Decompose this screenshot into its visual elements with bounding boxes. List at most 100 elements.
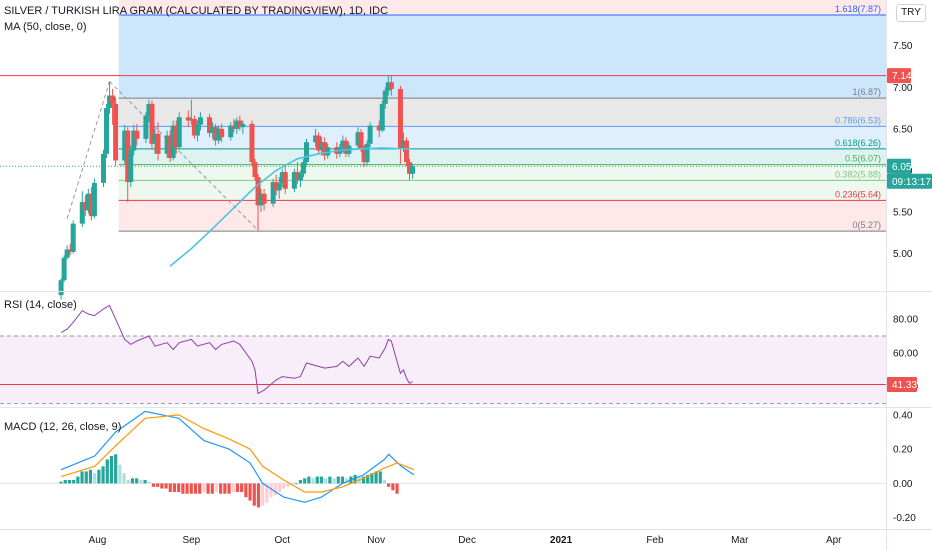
rsi-legend[interactable]: RSI (14, close) xyxy=(4,299,77,311)
macd-histogram-bar-77 xyxy=(382,480,387,484)
rsi-value-tag-bg xyxy=(887,376,917,392)
candle-body xyxy=(170,125,176,158)
candle-body xyxy=(104,108,110,154)
price-tags: 7.14 6.05 09:13:17 41.33 xyxy=(887,68,932,392)
candle-body xyxy=(131,130,137,151)
candle-body xyxy=(125,130,131,183)
ma-legend[interactable]: MA (50, close, 0) xyxy=(4,21,87,33)
macd-histogram-bar-12 xyxy=(109,456,114,484)
fib-zone-2 xyxy=(118,126,886,149)
macd-histogram-bar-5 xyxy=(80,471,84,484)
candle-2020-08-13 xyxy=(131,124,137,156)
trend-line-1 xyxy=(109,81,259,231)
candle-body xyxy=(343,140,349,154)
ma-line[interactable] xyxy=(169,147,413,267)
candle-body xyxy=(61,257,67,281)
macd-histogram-bar-70 xyxy=(353,474,357,484)
macd-histogram-bar-74 xyxy=(370,473,374,484)
candle-2020-08-21 xyxy=(155,122,161,161)
candle-2020-08-28 xyxy=(176,112,182,150)
candle-2020-10-13 xyxy=(316,132,322,154)
macd-histogram-bar-7 xyxy=(88,469,93,484)
candle-2020-08-11 xyxy=(125,127,131,203)
macd-histogram-bar-36 xyxy=(210,483,214,494)
macd-histogram-bar-30 xyxy=(185,483,189,494)
candle-2020-10-01 xyxy=(279,168,285,188)
macd-histogram-bar-9 xyxy=(97,469,101,484)
macd-histogram-bar-10 xyxy=(101,466,105,484)
candle-body xyxy=(152,133,158,144)
currency-button[interactable]: TRY xyxy=(896,4,926,22)
candle-body xyxy=(64,249,70,258)
macd-histogram-bar-14 xyxy=(118,464,122,484)
trend-lines[interactable] xyxy=(66,81,259,231)
macd-histogram-bar-60 xyxy=(311,478,315,484)
candle-body xyxy=(210,127,216,134)
candle-body xyxy=(367,125,373,144)
candle-body xyxy=(228,125,234,138)
macd-histogram-bar-35 xyxy=(206,483,210,494)
macd-histogram-bar-76 xyxy=(378,471,382,484)
candle-2020-10-08 xyxy=(300,158,306,178)
macd-histogram-bar-13 xyxy=(114,454,118,484)
candle-body xyxy=(67,249,73,252)
macd-histogram-bar-28 xyxy=(177,483,181,492)
candle-2020-07-29 xyxy=(85,188,91,214)
macd-histogram-bar-39 xyxy=(223,483,227,494)
macd-histogram-bar-58 xyxy=(303,478,307,484)
candle-2020-09-18 xyxy=(240,120,246,134)
macd-histogram-bar-67 xyxy=(340,476,345,484)
candle-2020-09-24 xyxy=(258,188,264,213)
macd-histogram-bar-65 xyxy=(332,478,336,484)
candle-body xyxy=(234,120,240,129)
candle-2020-11-09 xyxy=(397,85,403,164)
candle-body xyxy=(379,103,385,131)
candle-body xyxy=(191,118,197,136)
time-axis-tick-label: Apr xyxy=(826,535,842,546)
candle-2020-09-04 xyxy=(197,112,203,131)
candle-body xyxy=(282,172,288,189)
macd-pane[interactable] xyxy=(0,410,886,508)
rsi-pane[interactable] xyxy=(0,304,886,405)
candle-2020-10-09 xyxy=(304,138,309,166)
macd-histogram-bar-56 xyxy=(294,483,298,485)
macd-histogram-bar-72 xyxy=(361,476,366,484)
macd-histogram-bar-48 xyxy=(261,483,265,506)
candle-body xyxy=(185,117,191,121)
candle-body xyxy=(188,118,194,121)
macd-histogram-bar-62 xyxy=(319,476,324,484)
candle-2020-07-20 xyxy=(58,278,64,300)
candle-2020-08-10 xyxy=(122,124,128,164)
macd-histogram-bar-78 xyxy=(387,483,391,487)
macd-histogram-bar-43 xyxy=(240,483,244,492)
fib-zone-0 xyxy=(118,14,886,99)
macd-axis-tick-label: -0.20 xyxy=(893,513,916,524)
macd-line-path xyxy=(60,410,415,503)
candle-2020-09-30 xyxy=(276,177,282,199)
candle-body xyxy=(291,172,297,189)
macd-legend[interactable]: MACD (12, 26, close, 9) xyxy=(4,421,122,433)
macd-histogram-bar-63 xyxy=(324,478,328,484)
price-tag-level: 7.14 xyxy=(892,71,912,82)
candle-body xyxy=(410,166,416,174)
fibonacci-retracement[interactable]: 1.618(7.87) 1(6.87) 0.786(6.53) 0.618(6.26)… xyxy=(118,0,886,232)
fib-zone-3 xyxy=(118,148,886,165)
macd-histogram-bar-18 xyxy=(135,478,139,484)
horizontal-line-714[interactable] xyxy=(0,75,886,167)
candle-body xyxy=(340,140,346,148)
candle-2020-10-12 xyxy=(313,128,319,148)
candle-2020-08-12 xyxy=(128,145,134,188)
macd-histogram-bar-73 xyxy=(366,474,370,484)
candle-body xyxy=(388,82,394,89)
candle-body xyxy=(322,142,328,156)
candle-2020-09-08 xyxy=(210,122,216,139)
candle-body xyxy=(219,128,225,138)
macd-histogram-bar-37 xyxy=(214,483,219,492)
macd-histogram-bar-19 xyxy=(139,480,143,484)
candle-body xyxy=(273,182,279,191)
candle-body xyxy=(194,124,200,136)
candlestick-series[interactable] xyxy=(58,75,416,300)
candle-2020-09-09 xyxy=(213,123,219,146)
candle-2020-08-06 xyxy=(110,88,116,125)
